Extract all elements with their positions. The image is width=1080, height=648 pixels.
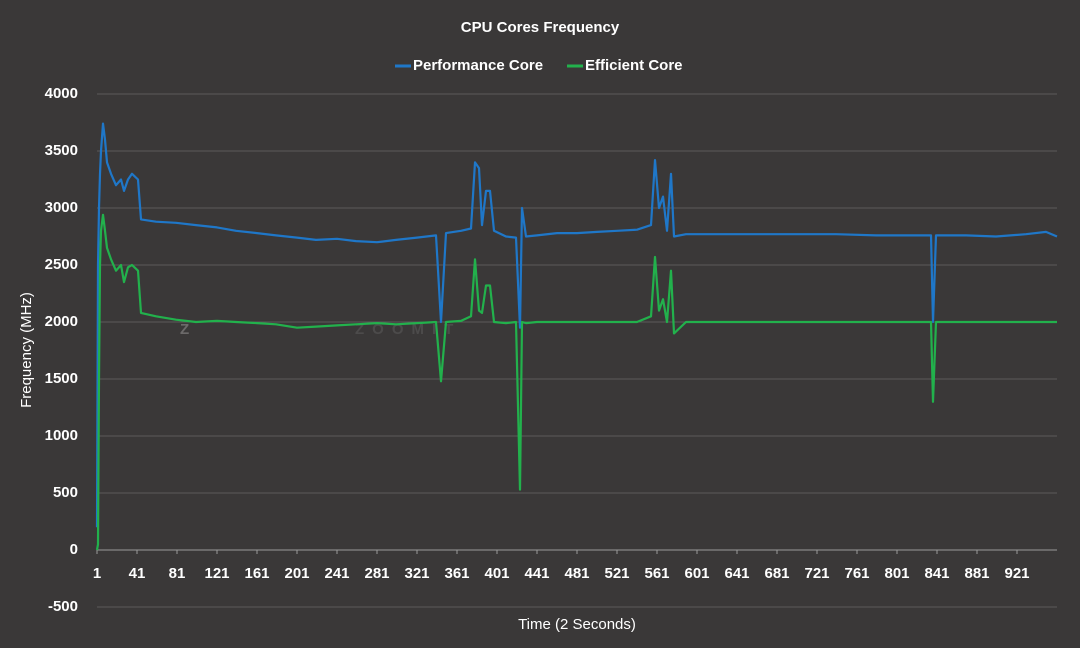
x-tick-label: 921 (1004, 565, 1029, 582)
x-tick-label: 201 (284, 565, 309, 582)
y-tick-label: 1500 (45, 370, 78, 387)
y-tick-label: 500 (53, 484, 78, 501)
y-tick-label: 2500 (45, 256, 78, 273)
x-tick-label: 361 (444, 565, 469, 582)
x-tick-label: 1 (93, 565, 101, 582)
series-line (95, 122, 1058, 528)
x-tick-label: 161 (244, 565, 269, 582)
x-tick-label: 121 (204, 565, 229, 582)
x-tick-label: 481 (564, 565, 589, 582)
x-tick-label: 401 (484, 565, 509, 582)
x-tick-label: 641 (724, 565, 749, 582)
x-tick-label: 561 (644, 565, 669, 582)
y-tick-label: 2000 (45, 313, 78, 330)
y-tick-label: 3500 (45, 142, 78, 159)
x-tick-label: 721 (804, 565, 829, 582)
y-tick-label: 0 (70, 541, 78, 558)
x-tick-label: 841 (924, 565, 949, 582)
y-tick-label: 1000 (45, 427, 78, 444)
x-tick-label: 41 (129, 565, 146, 582)
watermark: ZOOMIT (355, 321, 461, 338)
x-axis-label: Time (2 Seconds) (518, 616, 636, 633)
y-tick-label: 4000 (45, 85, 78, 102)
x-tick-label: 441 (524, 565, 549, 582)
x-tick-label: 681 (764, 565, 789, 582)
x-tick-label: 521 (604, 565, 629, 582)
x-tick-label: 801 (884, 565, 909, 582)
y-tick-label: -500 (48, 598, 78, 615)
x-tick-label: 281 (364, 565, 389, 582)
x-tick-label: 81 (169, 565, 186, 582)
x-tick-label: 881 (964, 565, 989, 582)
series-line (95, 213, 1057, 551)
x-tick-label: 241 (324, 565, 349, 582)
logo-mark: Z (180, 321, 189, 338)
legend-label: Performance Core (413, 57, 543, 74)
x-tick-label: 321 (404, 565, 429, 582)
y-tick-label: 3000 (45, 199, 78, 216)
x-tick-label: 761 (844, 565, 869, 582)
chart-title: CPU Cores Frequency (461, 19, 620, 36)
y-axis-label: Frequency (MHz) (18, 292, 35, 408)
legend-label: Efficient Core (585, 57, 683, 74)
x-tick-label: 601 (684, 565, 709, 582)
